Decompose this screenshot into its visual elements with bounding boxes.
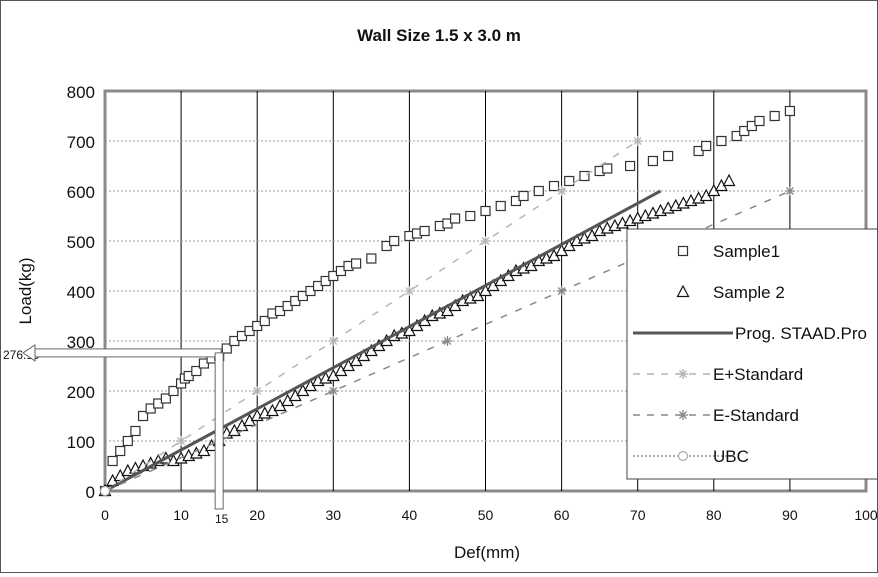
data-point [603, 164, 612, 173]
data-point [648, 157, 657, 166]
x-tick-label: 40 [402, 507, 418, 523]
data-point [131, 427, 140, 436]
data-point [785, 186, 795, 196]
data-point [626, 162, 635, 171]
y-tick-label: 0 [86, 483, 95, 502]
legend-label: Sample1 [713, 242, 780, 261]
data-point [755, 117, 764, 126]
data-point [466, 212, 475, 221]
y-tick-label: 100 [67, 433, 95, 452]
data-point [557, 286, 567, 296]
data-point [481, 236, 491, 246]
legend-marker [679, 452, 688, 461]
data-point [352, 259, 361, 268]
legend-marker [679, 247, 688, 256]
data-point [451, 214, 460, 223]
y-tick-label: 700 [67, 133, 95, 152]
legend-marker [678, 369, 688, 379]
data-point [702, 142, 711, 151]
x-tick-label: 50 [478, 507, 494, 523]
annotation-def-label: 15 [215, 512, 229, 526]
data-point [328, 386, 338, 396]
x-axis-label: Def(mm) [454, 543, 520, 562]
data-point [252, 386, 262, 396]
data-point [116, 447, 125, 456]
data-point [770, 112, 779, 121]
x-tick-label: 100 [854, 507, 877, 523]
data-point [664, 152, 673, 161]
y-tick-label: 200 [67, 383, 95, 402]
x-tick-label: 0 [101, 507, 109, 523]
x-tick-label: 90 [782, 507, 798, 523]
x-tick-label: 20 [249, 507, 265, 523]
annotation-vertical-arrow-shaft [215, 353, 223, 509]
legend-label: Prog. STAAD.Pro [735, 324, 867, 343]
series-5 [101, 487, 110, 496]
data-point [785, 107, 794, 116]
x-tick-label: 80 [706, 507, 722, 523]
y-tick-label: 500 [67, 233, 95, 252]
x-tick-label: 70 [630, 507, 646, 523]
y-tick-label: 400 [67, 283, 95, 302]
data-point [328, 336, 338, 346]
x-tick-label: 60 [554, 507, 570, 523]
annotation-horizontal-arrow-shaft [33, 349, 221, 357]
data-point [496, 202, 505, 211]
data-point [549, 182, 558, 191]
data-point [404, 286, 414, 296]
chart-title: Wall Size 1.5 x 3.0 m [357, 26, 521, 45]
legend-box [627, 229, 877, 479]
legend-marker [678, 410, 688, 420]
legend-label: Sample 2 [713, 283, 785, 302]
legend-label: UBC [713, 447, 749, 466]
legend-label: E-Standard [713, 406, 799, 425]
data-point [580, 172, 589, 181]
data-point [108, 457, 117, 466]
data-point [123, 437, 132, 446]
data-point [534, 187, 543, 196]
data-point [717, 137, 726, 146]
data-point [101, 487, 110, 496]
data-point [565, 177, 574, 186]
x-tick-label: 10 [173, 507, 189, 523]
y-tick-label: 800 [67, 83, 95, 102]
y-tick-label: 600 [67, 183, 95, 202]
data-point [633, 136, 643, 146]
x-tick-label: 30 [326, 507, 342, 523]
data-point [176, 436, 186, 446]
data-point [519, 192, 528, 201]
data-point [390, 237, 399, 246]
data-point [420, 227, 429, 236]
legend: Sample1 Sample 2 Prog. STAAD.Pro E+Standard… [627, 229, 877, 479]
legend-label: E+Standard [713, 365, 803, 384]
data-point [481, 207, 490, 216]
data-point [367, 254, 376, 263]
data-point [442, 336, 452, 346]
y-axis-label: Load(kg) [16, 257, 35, 324]
data-point [557, 186, 567, 196]
